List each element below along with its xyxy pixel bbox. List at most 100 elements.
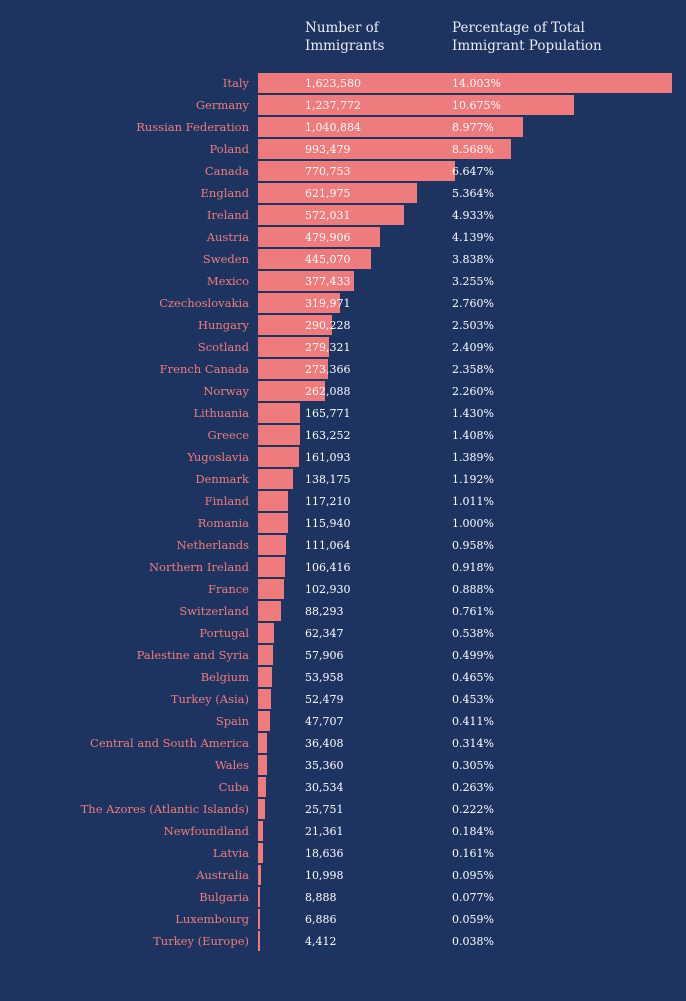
bar <box>258 403 301 423</box>
percentage-label: 14.003% <box>452 77 501 90</box>
chart-row: Palestine and Syria 57,906 0.499% <box>0 645 686 665</box>
chart-row: Netherlands 111,064 0.958% <box>0 535 686 555</box>
category-label: Greece <box>207 428 249 442</box>
percentage-label: 1.011% <box>452 495 494 508</box>
bar <box>258 777 266 797</box>
value-label: 6,886 <box>305 913 337 926</box>
chart-row: Central and South America 36,408 0.314% <box>0 733 686 753</box>
category-label: Netherlands <box>176 538 249 552</box>
percentage-label: 1.408% <box>452 429 494 442</box>
bar <box>258 755 268 775</box>
value-label: 770,753 <box>305 165 351 178</box>
header-percentage-of-total: Percentage of Total Immigrant Population <box>452 20 602 54</box>
value-label: 88,293 <box>305 605 344 618</box>
value-label: 1,623,580 <box>305 77 361 90</box>
value-label: 10,998 <box>305 869 344 882</box>
category-label: England <box>200 186 249 200</box>
value-label: 1,237,772 <box>305 99 361 112</box>
chart-row: Yugoslavia 161,093 1.389% <box>0 447 686 467</box>
value-label: 47,707 <box>305 715 344 728</box>
bar <box>258 909 260 929</box>
bar <box>258 865 261 885</box>
value-label: 161,093 <box>305 451 351 464</box>
chart-row: Wales 35,360 0.305% <box>0 755 686 775</box>
category-label: Scotland <box>197 340 249 354</box>
category-label: Bulgaria <box>199 890 249 904</box>
percentage-label: 1.192% <box>452 473 494 486</box>
chart-row: Norway 262,088 2.260% <box>0 381 686 401</box>
bar <box>258 315 332 335</box>
category-label: Russian Federation <box>136 120 249 134</box>
bar <box>258 447 300 467</box>
percentage-label: 0.059% <box>452 913 494 926</box>
value-label: 445,070 <box>305 253 351 266</box>
category-label: Austria <box>206 230 249 244</box>
percentage-label: 0.222% <box>452 803 494 816</box>
value-label: 25,751 <box>305 803 344 816</box>
chart-row: Mexico 377,433 3.255% <box>0 271 686 291</box>
chart-row: Hungary 290,228 2.503% <box>0 315 686 335</box>
bar <box>258 667 272 687</box>
bar <box>258 513 288 533</box>
category-label: Norway <box>203 384 249 398</box>
category-label: Wales <box>214 758 249 772</box>
category-label: Ireland <box>206 208 249 222</box>
category-label: Newfoundland <box>163 824 249 838</box>
percentage-label: 4.139% <box>452 231 494 244</box>
bar <box>258 161 455 181</box>
chart-row: Germany 1,237,772 10.675% <box>0 95 686 115</box>
category-label: Italy <box>222 76 249 90</box>
bar <box>258 931 260 951</box>
category-label: Canada <box>204 164 249 178</box>
bar <box>258 645 273 665</box>
percentage-label: 2.503% <box>452 319 494 332</box>
category-label: Switzerland <box>179 604 249 618</box>
category-label: Czechoslovakia <box>159 296 249 310</box>
category-label: Finland <box>204 494 249 508</box>
chart-row: Scotland 279,321 2.409% <box>0 337 686 357</box>
value-label: 993,479 <box>305 143 351 156</box>
chart-row: France 102,930 0.888% <box>0 579 686 599</box>
category-label: Mexico <box>206 274 249 288</box>
value-label: 290,228 <box>305 319 351 332</box>
value-label: 621,975 <box>305 187 351 200</box>
bar <box>258 623 274 643</box>
percentage-label: 0.918% <box>452 561 494 574</box>
chart-row: Lithuania 165,771 1.430% <box>0 403 686 423</box>
percentage-label: 0.761% <box>452 605 494 618</box>
chart-row: Romania 115,940 1.000% <box>0 513 686 533</box>
bar <box>258 689 272 709</box>
chart-row: Luxembourg 6,886 0.059% <box>0 909 686 929</box>
percentage-label: 1.000% <box>452 517 494 530</box>
value-label: 319,971 <box>305 297 351 310</box>
chart-row: Bulgaria 8,888 0.077% <box>0 887 686 907</box>
chart-row: Portugal 62,347 0.538% <box>0 623 686 643</box>
category-label: Cuba <box>218 780 249 794</box>
percentage-label: 2.409% <box>452 341 494 354</box>
bar <box>258 271 355 291</box>
category-label: Yugoslavia <box>187 450 249 464</box>
percentage-label: 1.430% <box>452 407 494 420</box>
value-label: 163,252 <box>305 429 351 442</box>
category-label: Romania <box>197 516 249 530</box>
category-label: Palestine and Syria <box>136 648 249 662</box>
percentage-label: 6.647% <box>452 165 494 178</box>
chart-row: Greece 163,252 1.408% <box>0 425 686 445</box>
bar <box>258 579 285 599</box>
bar <box>258 249 372 269</box>
header-number-of-immigrants: Number of Immigrants <box>305 20 385 54</box>
percentage-label: 0.263% <box>452 781 494 794</box>
chart-row: Turkey (Europe) 4,412 0.038% <box>0 931 686 951</box>
chart-row: Italy 1,623,580 14.003% <box>0 73 686 93</box>
category-label: Turkey (Europe) <box>153 934 249 948</box>
bar <box>258 799 265 819</box>
percentage-label: 10.675% <box>452 99 501 112</box>
value-label: 52,479 <box>305 693 344 706</box>
bar <box>258 381 325 401</box>
value-label: 21,361 <box>305 825 344 838</box>
value-label: 35,360 <box>305 759 344 772</box>
value-label: 1,040,884 <box>305 121 361 134</box>
chart-row: The Azores (Atlantic Islands) 25,751 0.222… <box>0 799 686 819</box>
percentage-label: 0.888% <box>452 583 494 596</box>
value-label: 479,906 <box>305 231 351 244</box>
